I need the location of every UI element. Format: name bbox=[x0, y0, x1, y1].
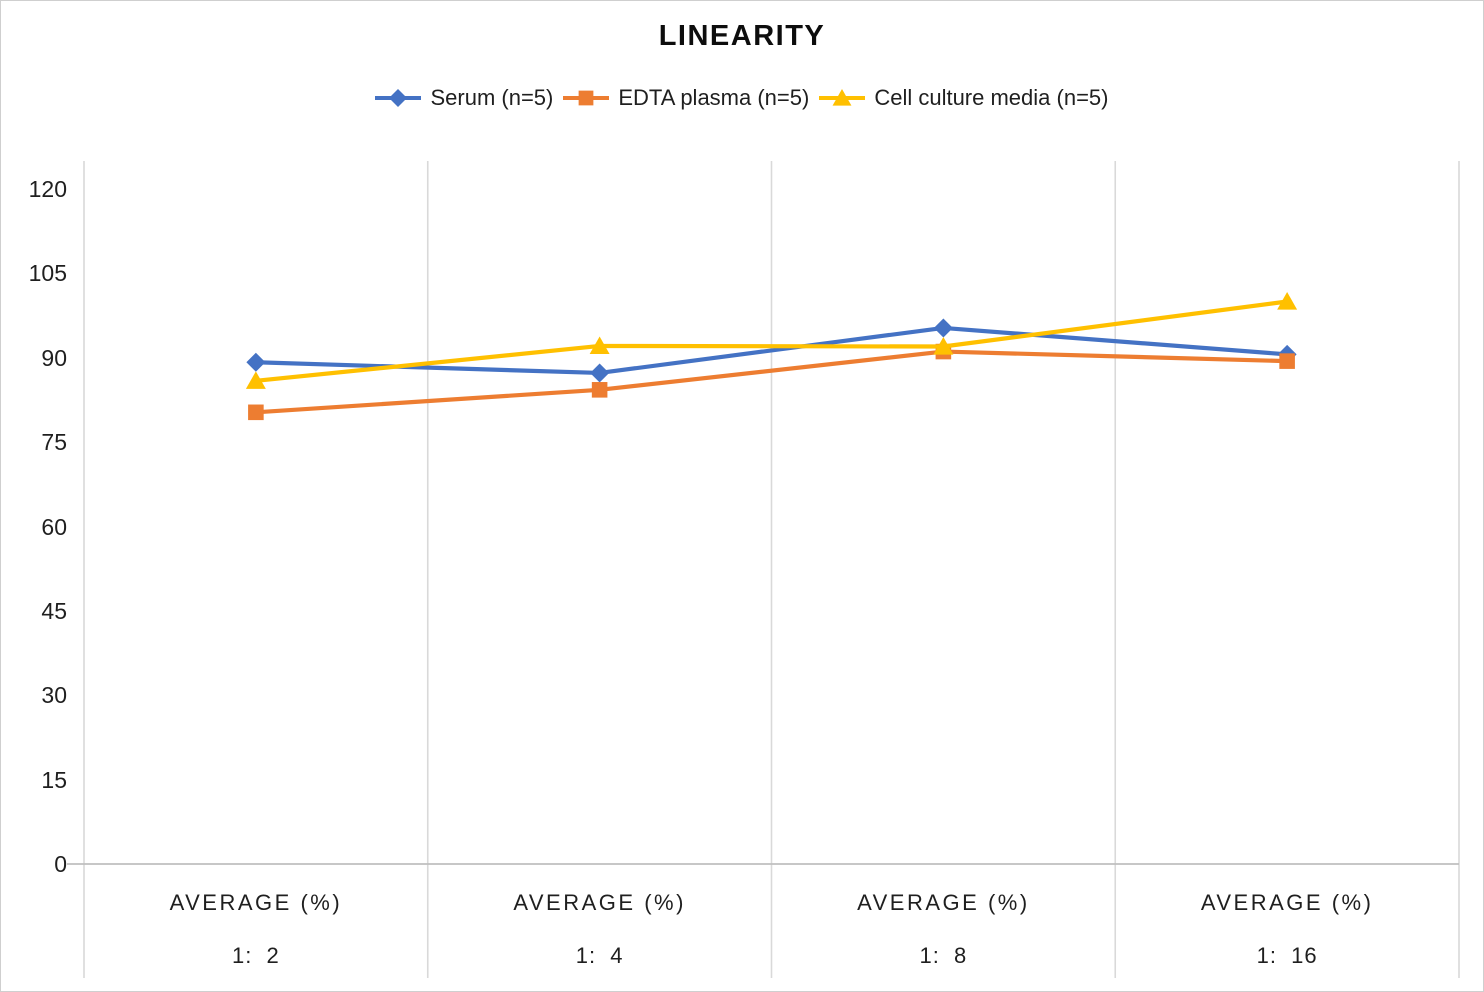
y-axis-tick-label: 60 bbox=[41, 513, 67, 540]
diamond-marker bbox=[590, 363, 610, 383]
square-marker bbox=[1279, 353, 1295, 369]
square-legend-marker-icon bbox=[563, 90, 610, 106]
x-axis-category-cell: AVERAGE (%) 1: 8 bbox=[772, 864, 1116, 978]
legend-label: EDTA plasma (n=5) bbox=[618, 85, 810, 110]
square-marker bbox=[591, 382, 608, 398]
y-axis-tick-label: 30 bbox=[41, 682, 67, 709]
x-axis-category-cell: AVERAGE (%) 1: 16 bbox=[1115, 864, 1459, 978]
y-axis-tick-label: 15 bbox=[41, 766, 67, 793]
x-axis-category-cell: AVERAGE (%) 1: 4 bbox=[428, 864, 772, 978]
legend-item: EDTA plasma (n=5) bbox=[563, 85, 809, 111]
x-axis-category-ratio: 1: 16 bbox=[1256, 943, 1318, 968]
x-axis-category-header: AVERAGE (%) bbox=[857, 890, 1030, 915]
x-axis-category-header: AVERAGE (%) bbox=[513, 890, 686, 915]
legend-item: Serum (n=5) bbox=[375, 85, 553, 111]
legend-label: Cell culture media (n=5) bbox=[874, 85, 1109, 110]
legend-item: Cell culture media (n=5) bbox=[819, 85, 1109, 111]
legend: Serum (n=5) EDTA plasma (n=5) Cell culture… bbox=[1, 85, 1483, 111]
x-axis-category-ratio: 1: 2 bbox=[231, 943, 280, 968]
serum-(n=5)-line bbox=[253, 325, 1290, 376]
x-axis-category-ratio: 1: 8 bbox=[919, 943, 968, 968]
square-marker bbox=[248, 404, 264, 421]
legend-label: Serum (n=5) bbox=[430, 85, 554, 110]
x-axis-category-cell: AVERAGE (%) 1: 2 bbox=[84, 864, 428, 978]
y-axis-tick-label: 0 bbox=[54, 851, 67, 877]
cell-culture-media-(n=5)-line bbox=[253, 299, 1290, 383]
y-axis-tick-label: 120 bbox=[28, 176, 67, 202]
triangle-marker bbox=[933, 337, 954, 355]
triangle-marker bbox=[1277, 292, 1298, 310]
x-axis-category-header: AVERAGE (%) bbox=[1200, 890, 1374, 915]
triangle-legend-marker-icon bbox=[819, 89, 866, 106]
triangle-marker bbox=[245, 371, 266, 389]
triangle-marker bbox=[589, 336, 610, 355]
y-axis-tick-label: 75 bbox=[41, 429, 67, 456]
x-axis-category-header: AVERAGE (%) bbox=[169, 890, 343, 915]
diamond-marker bbox=[933, 318, 953, 338]
y-axis-tick-label: 90 bbox=[41, 344, 67, 371]
diamond-marker bbox=[246, 352, 266, 372]
diamond-legend-marker-icon bbox=[375, 89, 422, 107]
chart-title: LINEARITY bbox=[658, 20, 826, 52]
y-axis-tick-label: 105 bbox=[28, 260, 67, 287]
edta-plasma-(n=5)-line bbox=[253, 349, 1290, 415]
x-axis-category-ratio: 1: 4 bbox=[575, 943, 624, 968]
y-axis-tick-label: 45 bbox=[41, 597, 67, 624]
